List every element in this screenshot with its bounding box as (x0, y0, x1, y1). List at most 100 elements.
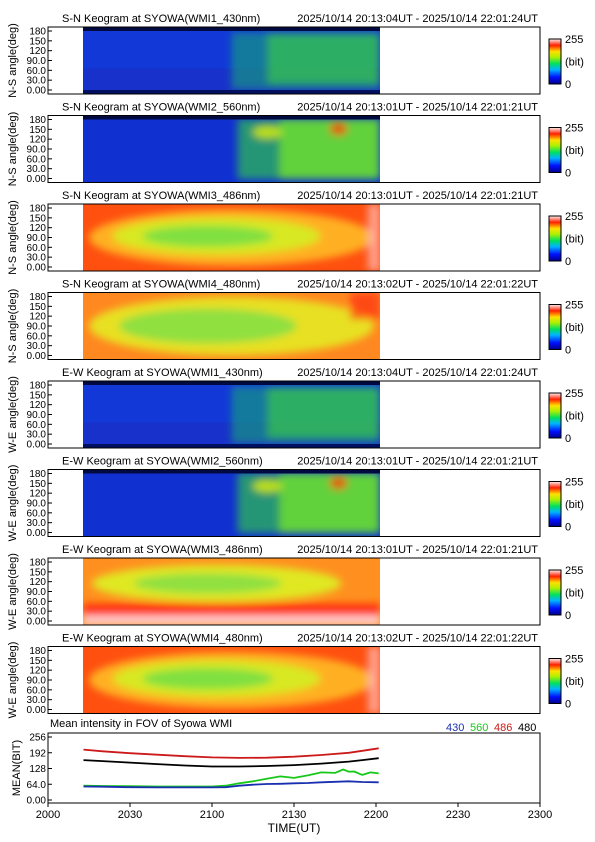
keogram-ytick-label: 150 (29, 390, 46, 401)
colorbar-max-label: 255 (565, 565, 583, 577)
keogram-ytick-label: 120 (29, 312, 46, 323)
keogram-panel: E-W Keogram at SYOWA(WMI2_560nm) 2025/10/… (7, 456, 584, 542)
mean-intensity-panel: Mean intensity in FOV of Syowa WMI 48048… (11, 718, 552, 835)
keogram-time-range: 2025/10/14 20:13:01UT - 2025/10/14 22:01… (297, 456, 538, 468)
keogram-ytick-label: 0.00 (27, 528, 47, 539)
colorbar (548, 569, 562, 616)
colorbar-min-label: 0 (565, 610, 571, 622)
keogram-ytick-label: 180 (29, 115, 46, 126)
colorbar-unit-label: (bit) (565, 322, 584, 334)
keogram-y-axis-label: N-S angle(deg) (7, 23, 19, 98)
legend-item-486: 486 (494, 722, 512, 734)
keogram-image (83, 204, 380, 271)
keogram-title: S-N Keogram at SYOWA(WMI4_480nm) (62, 279, 260, 291)
legend-item-480: 480 (518, 722, 536, 734)
keogram-ytick-label: 150 (29, 36, 46, 47)
series-line-430 (83, 780, 379, 789)
mean-ytick-label: 192 (29, 748, 46, 759)
colorbar (548, 127, 562, 173)
keogram-ytick-label: 90.0 (27, 499, 47, 510)
keogram-image (83, 27, 380, 94)
keogram-time-range: 2025/10/14 20:13:02UT - 2025/10/14 22:01… (297, 633, 538, 645)
series-line-486 (83, 747, 379, 759)
keogram-ytick-label: 90.0 (27, 233, 47, 244)
keogram-image (83, 115, 380, 183)
keogram-time-range: 2025/10/14 20:13:04UT - 2025/10/14 22:01… (297, 367, 538, 379)
colorbar-min-label: 0 (565, 433, 571, 445)
keogram-image (83, 469, 380, 537)
keogram-time-range: 2025/10/14 20:13:01UT - 2025/10/14 22:01… (297, 102, 538, 114)
keogram-image (83, 558, 380, 625)
colorbar-max-label: 255 (565, 477, 583, 489)
keogram-ytick-label: 120 (29, 577, 46, 588)
colorbar-max-label: 255 (565, 123, 583, 135)
keogram-ytick-label: 120 (29, 489, 46, 500)
legend-item-430: 430 (446, 722, 464, 734)
x-tick-label: 2300 (528, 809, 552, 821)
keogram-title: S-N Keogram at SYOWA(WMI3_486nm) (62, 190, 260, 202)
keogram-ytick-label: 60.0 (27, 508, 47, 519)
colorbar-unit-label: (bit) (565, 588, 584, 600)
keogram-ytick-label: 90.0 (27, 410, 47, 421)
keogram-ytick-label: 150 (29, 656, 46, 667)
x-tick-label: 2100 (200, 809, 224, 821)
keogram-ytick-label: 180 (29, 558, 46, 569)
keogram-panel: E-W Keogram at SYOWA(WMI3_486nm) 2025/10/… (7, 544, 584, 630)
colorbar-min-label: 0 (565, 699, 571, 711)
keogram-ytick-label: 120 (29, 46, 46, 57)
x-tick-label: 2200 (364, 809, 388, 821)
keogram-y-axis-label: N-S angle(deg) (7, 289, 19, 364)
colorbar-max-label: 255 (565, 654, 583, 666)
colorbar (548, 481, 562, 527)
x-axis-label: TIME(UT) (268, 821, 321, 835)
mean-ytick-label: 256 (29, 733, 46, 744)
x-tick-label: 2130 (282, 809, 306, 821)
x-tick-label: 2030 (118, 809, 142, 821)
keogram-ytick-label: 60.0 (27, 685, 47, 696)
legend-item-560: 560 (470, 722, 488, 734)
keogram-panel: S-N Keogram at SYOWA(WMI4_480nm) 2025/10/… (7, 279, 584, 364)
keogram-ytick-label: 150 (29, 567, 46, 578)
keogram-ytick-label: 30.0 (27, 518, 47, 529)
keogram-ytick-label: 0.00 (27, 617, 47, 628)
keogram-time-range: 2025/10/14 20:13:04UT - 2025/10/14 22:01… (297, 13, 538, 25)
keogram-ytick-label: 30.0 (27, 607, 47, 618)
keogram-ytick-label: 120 (29, 400, 46, 411)
keogram-ytick-label: 30.0 (27, 164, 47, 175)
keogram-title: E-W Keogram at SYOWA(WMI2_560nm) (62, 456, 263, 468)
keogram-ytick-label: 0.00 (27, 440, 47, 451)
keogram-ytick-label: 0.00 (27, 86, 47, 97)
keogram-ytick-label: 90.0 (27, 676, 47, 687)
keogram-ytick-label: 180 (29, 292, 46, 303)
colorbar (548, 215, 562, 262)
keogram-ytick-label: 180 (29, 204, 46, 215)
keogram-panel: S-N Keogram at SYOWA(WMI1_430nm) 2025/10/… (7, 13, 584, 98)
keogram-ytick-label: 90.0 (27, 56, 47, 67)
keogram-y-axis-label: N-S angle(deg) (7, 200, 19, 275)
keogram-panel: E-W Keogram at SYOWA(WMI1_430nm) 2025/10/… (7, 367, 584, 453)
keogram-ytick-label: 90.0 (27, 145, 47, 156)
keogram-ytick-label: 0.00 (27, 263, 47, 274)
mean-ytick-label: 128 (29, 764, 46, 775)
keogram-ytick-label: 120 (29, 666, 46, 677)
keogram-ytick-label: 60.0 (27, 66, 47, 77)
keogram-time-range: 2025/10/14 20:13:01UT - 2025/10/14 22:01… (297, 190, 538, 202)
colorbar-max-label: 255 (565, 211, 583, 223)
keogram-ytick-label: 60.0 (27, 243, 47, 254)
keogram-ytick-label: 0.00 (27, 174, 47, 185)
keogram-panel: S-N Keogram at SYOWA(WMI3_486nm) 2025/10/… (7, 190, 584, 275)
keogram-ytick-label: 180 (29, 381, 46, 392)
keogram-time-range: 2025/10/14 20:13:01UT - 2025/10/14 22:01… (297, 544, 538, 556)
keogram-ytick-label: 60.0 (27, 420, 47, 431)
keogram-ytick-label: 60.0 (27, 154, 47, 165)
keogram-time-range: 2025/10/14 20:13:02UT - 2025/10/14 22:01… (297, 279, 538, 291)
colorbar (548, 658, 562, 704)
colorbar-max-label: 255 (565, 388, 583, 400)
keogram-ytick-label: 180 (29, 646, 46, 657)
keogram-ytick-label: 120 (29, 135, 46, 146)
keogram-ytick-label: 30.0 (27, 253, 47, 264)
keogram-ytick-label: 150 (29, 125, 46, 136)
keogram-title: S-N Keogram at SYOWA(WMI2_560nm) (62, 102, 260, 114)
keogram-image (83, 646, 380, 714)
